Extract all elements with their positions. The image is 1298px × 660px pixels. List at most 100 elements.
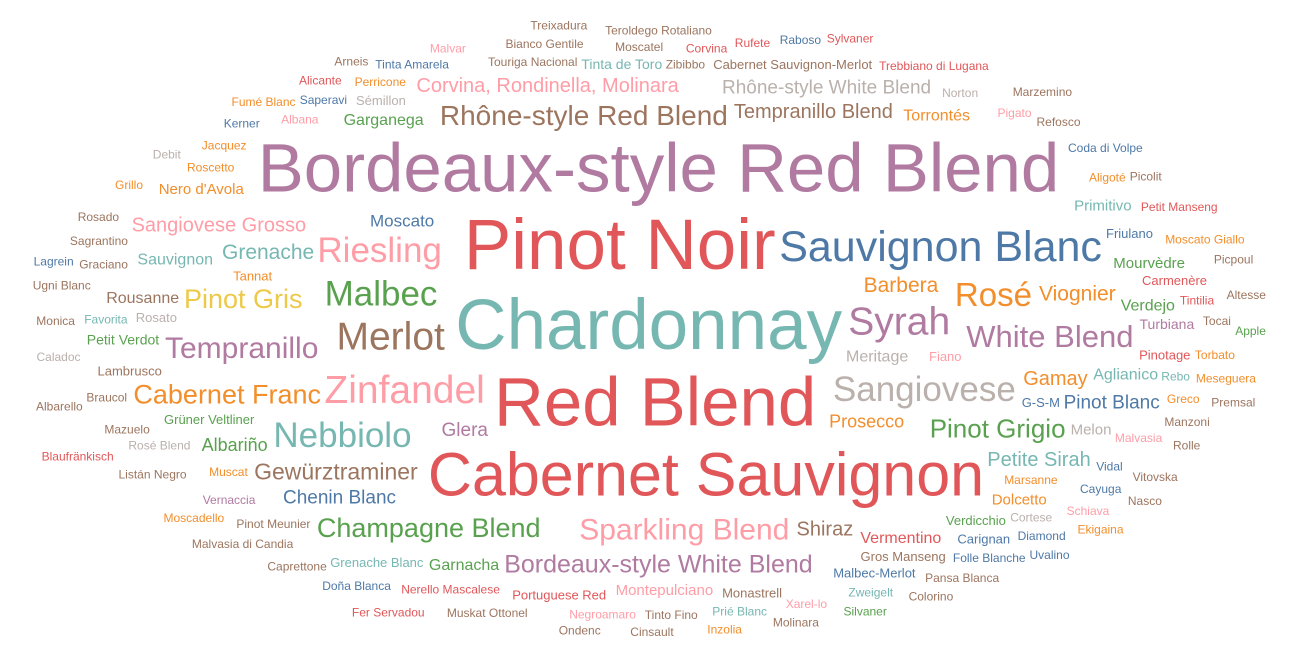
word-125: Rufete [735,36,771,50]
word-106: Folle Blanche [953,551,1026,565]
word-108: Xarel-lo [786,597,828,611]
word-32: Sangiovese Grosso [132,215,307,237]
word-127: Teroldego Rotaliano [605,23,712,37]
word-96: Saperavi [300,93,347,107]
word-39: Moscato [370,212,434,231]
word-71: Marsanne [1004,473,1058,487]
word-31: Petite Sirah [987,449,1090,471]
word-24: Barbera [864,274,939,297]
word-19: Champagne Blend [317,513,541,543]
word-120: Pansa Blanca [925,571,999,585]
word-17: Tempranillo [165,332,318,365]
word-46: Rousanne [106,290,179,307]
word-139: Monica [36,314,75,328]
word-80: Malvasia [1115,431,1163,445]
word-66: Lambrusco [98,363,162,378]
word-51: Primitivo [1074,197,1132,214]
word-118: Petit Manseng [1141,200,1218,214]
word-126: Doña Blanca [322,579,391,593]
word-61: Carmenère [1142,273,1207,288]
word-57: Petit Verdot [87,331,159,347]
word-117: Coda di Volpe [1068,141,1143,155]
word-56: Tinta de Toro [581,56,662,72]
word-53: Melon [1071,422,1112,439]
word-111: G-S-M [1022,395,1060,410]
word-28: Tempranillo Blend [734,101,893,123]
word-49: Dolcetto [992,491,1047,508]
word-90: Mazuelo [104,422,150,436]
word-89: Cayuga [1080,482,1122,496]
word-91: Graciano [79,257,128,271]
word-136: Caladoc [37,350,81,364]
word-138: Fumé Blanc [232,95,296,109]
word-119: Moscato Giallo [1165,233,1245,247]
word-159: Albarello [36,399,83,413]
word-110: Tinto Fino [645,608,698,622]
word-123: Tocai [1203,314,1231,328]
word-99: Corvina [686,41,728,55]
word-40: Meritage [846,349,908,366]
word-54: Nero d'Avola [159,181,245,198]
word-112: Negroamaro [569,608,636,622]
word-83: Favorita [84,312,128,326]
word-16: Rhône-style Red Blend [440,100,728,131]
word-68: Sémillon [356,93,406,108]
word-73: Vernaccia [203,493,256,507]
word-135: Vitovska [1133,470,1178,484]
word-9: Sangiovese [833,370,1016,409]
word-33: Chenin Blanc [283,487,396,508]
word-42: Aglianico [1093,367,1158,384]
word-129: Refosco [1037,115,1081,129]
word-147: Altesse [1227,288,1267,302]
word-148: Premsal [1211,395,1255,409]
word-79: Touriga Nacional [488,55,577,69]
word-144: Raboso [780,33,822,47]
word-78: Nerello Mascalese [401,582,500,596]
word-121: Muskat Ottonel [447,606,528,620]
word-23: Gewürztraminer [254,458,418,484]
word-158: Treixadura [530,19,587,33]
word-47: Torrontés [903,107,970,124]
word-88: Vidal [1096,460,1122,474]
word-21: Pinot Grigio [930,413,1066,443]
word-86: Aligoté [1089,170,1126,184]
word-151: Colorino [909,590,954,604]
word-11: Riesling [317,231,442,270]
word-103: Manzoni [1164,415,1209,429]
word-164: Fer Servadou [352,605,425,619]
word-77: Friulano [1106,226,1153,241]
word-15: Sparkling Blend [579,514,789,547]
word-72: Pinot Meunier [236,517,310,531]
word-141: Grillo [115,178,143,192]
word-27: Corvina, Rondinella, Molinara [416,75,679,97]
word-150: Ekigaina [1078,522,1124,536]
word-18: Pinot Gris [184,284,303,314]
word-133: Moscadello [164,511,225,525]
word-157: Ondenc [559,623,601,637]
word-4: Cabernet Sauvignon [428,441,984,509]
word-146: Picpoul [1214,252,1253,266]
word-12: Nebbiolo [273,416,411,455]
word-153: Uvalino [1030,548,1070,562]
word-44: Garnacha [429,557,499,574]
word-115: Tinta Amarela [375,58,449,72]
word-2: Bordeaux-style Red Blend [258,130,1060,207]
word-67: Portuguese Red [512,587,606,602]
word-124: Kerner [224,117,260,131]
word-87: Rebo [1161,370,1190,384]
word-149: Nasco [1128,494,1162,508]
word-34: Pinot Blanc [1064,393,1160,414]
word-166: Lagrein [34,254,74,268]
word-36: Glera [442,420,489,441]
word-142: Alicante [299,74,342,88]
word-43: Garganega [344,112,424,129]
word-165: Blaufränkisch [42,450,114,464]
word-152: Silvaner [844,605,887,619]
word-20: Cabernet Franc [133,379,321,409]
word-26: Viognier [1039,282,1116,305]
word-107: Zweigelt [848,585,893,599]
word-161: Marzemino [1013,85,1073,99]
word-38: Albariño [202,435,268,455]
word-82: Cortese [1010,511,1052,525]
